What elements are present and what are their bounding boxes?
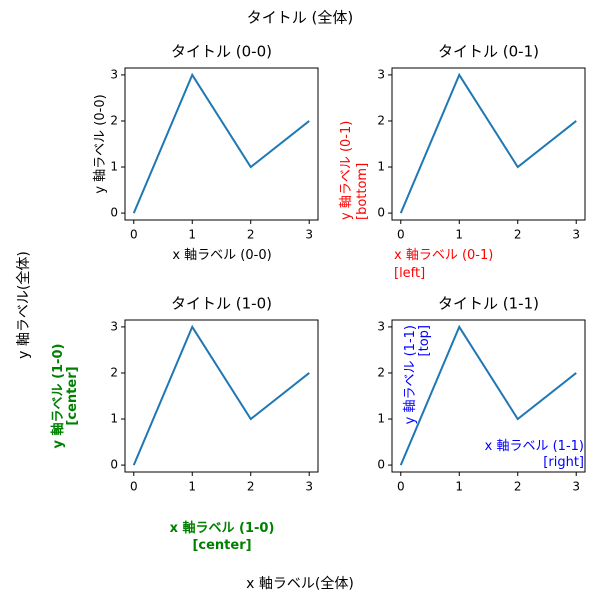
axes-frame (124, 319, 319, 473)
y-axis-label-line: [bottom] (355, 163, 370, 220)
y-tick-label: 0 (377, 206, 385, 220)
x-axis-label: x 軸ラベル (1-0) [center] (170, 520, 275, 553)
y-tick-label: 0 (110, 458, 118, 472)
subplot-title: タイトル (0-0) (171, 43, 272, 61)
line (399, 72, 577, 214)
x-axis-label-line: x 軸ラベル (0-0) (172, 248, 271, 263)
y-tick-label: 1 (377, 160, 385, 174)
x-tick-label: 1 (455, 480, 463, 494)
x-axis-label-line: [right] (543, 455, 584, 470)
y-axis-label: y 軸ラベル (0-0) (93, 94, 108, 193)
y-axis-label-line: y 軸ラベル (1-0) (50, 344, 66, 449)
y-tick-label: 3 (110, 319, 118, 333)
y-axis-label-line: y 軸ラベル (0-0) (93, 94, 108, 193)
line (399, 324, 577, 466)
y-axis-label-line: [center] (65, 366, 80, 425)
axes-frame (124, 67, 319, 221)
x-tick-label: 2 (514, 480, 522, 494)
y-axis-label-line: y 軸ラベル (1-1) (403, 325, 418, 424)
x-tick-label: 3 (305, 480, 313, 494)
x-axis-label-line: [left] (394, 266, 425, 281)
axes-frame (391, 67, 586, 221)
x-tick-label: 0 (130, 480, 138, 494)
y-tick-label: 2 (110, 113, 118, 127)
y-tick-label: 2 (110, 365, 118, 379)
subplot-title: タイトル (0-1) (438, 43, 539, 61)
x-axis-label: x 軸ラベル (1-1) [right] (485, 439, 584, 470)
x-tick-label: 3 (572, 480, 580, 494)
figure-title: タイトル (全体) (247, 9, 353, 27)
y-tick-label: 0 (110, 206, 118, 220)
x-tick-label: 3 (572, 228, 580, 242)
y-tick-label: 3 (377, 319, 385, 333)
x-tick-label: 1 (455, 228, 463, 242)
y-tick-label: 2 (377, 365, 385, 379)
y-tick-label: 1 (377, 412, 385, 426)
x-axis-label: x 軸ラベル (0-1) [left] (394, 248, 493, 281)
x-axis-label-line: x 軸ラベル (1-1) (485, 439, 584, 454)
x-tick-label: 0 (397, 228, 405, 242)
y-tick-label: 3 (110, 67, 118, 81)
y-tick-label: 1 (110, 412, 118, 426)
axes-frame (391, 319, 586, 473)
figure-y-label: y 軸ラベル(全体) (15, 251, 32, 359)
y-axis-label-line: y 軸ラベル (0-1) (339, 121, 354, 220)
x-axis-label-line: x 軸ラベル (1-0) (170, 520, 275, 536)
y-axis-label: y 軸ラベル (1-0)[center] (50, 344, 80, 449)
x-tick-label: 3 (305, 228, 313, 242)
x-tick-label: 1 (188, 480, 196, 494)
x-axis-label: x 軸ラベル (0-0) (172, 248, 271, 263)
x-tick-label: 1 (188, 228, 196, 242)
y-axis-label: y 軸ラベル (1-1)[top] (403, 325, 432, 424)
y-tick-label: 1 (110, 160, 118, 174)
x-tick-label: 2 (514, 228, 522, 242)
figure-x-label: x 軸ラベル(全体) (246, 575, 354, 592)
subplot-title: タイトル (1-1) (438, 295, 539, 313)
y-tick-label: 0 (377, 458, 385, 472)
line (132, 72, 310, 214)
x-tick-label: 0 (130, 228, 138, 242)
y-tick-label: 2 (377, 113, 385, 127)
line (132, 324, 310, 466)
x-axis-label-line: x 軸ラベル (0-1) (394, 248, 493, 263)
x-tick-label: 2 (247, 228, 255, 242)
x-axis-label-line: [center] (192, 538, 251, 553)
x-tick-label: 2 (247, 480, 255, 494)
y-axis-label: y 軸ラベル (0-1)[bottom] (339, 121, 370, 220)
y-axis-label-line: [top] (417, 325, 432, 356)
subplot-title: タイトル (1-0) (171, 295, 272, 313)
y-tick-label: 3 (377, 67, 385, 81)
x-tick-label: 0 (397, 480, 405, 494)
